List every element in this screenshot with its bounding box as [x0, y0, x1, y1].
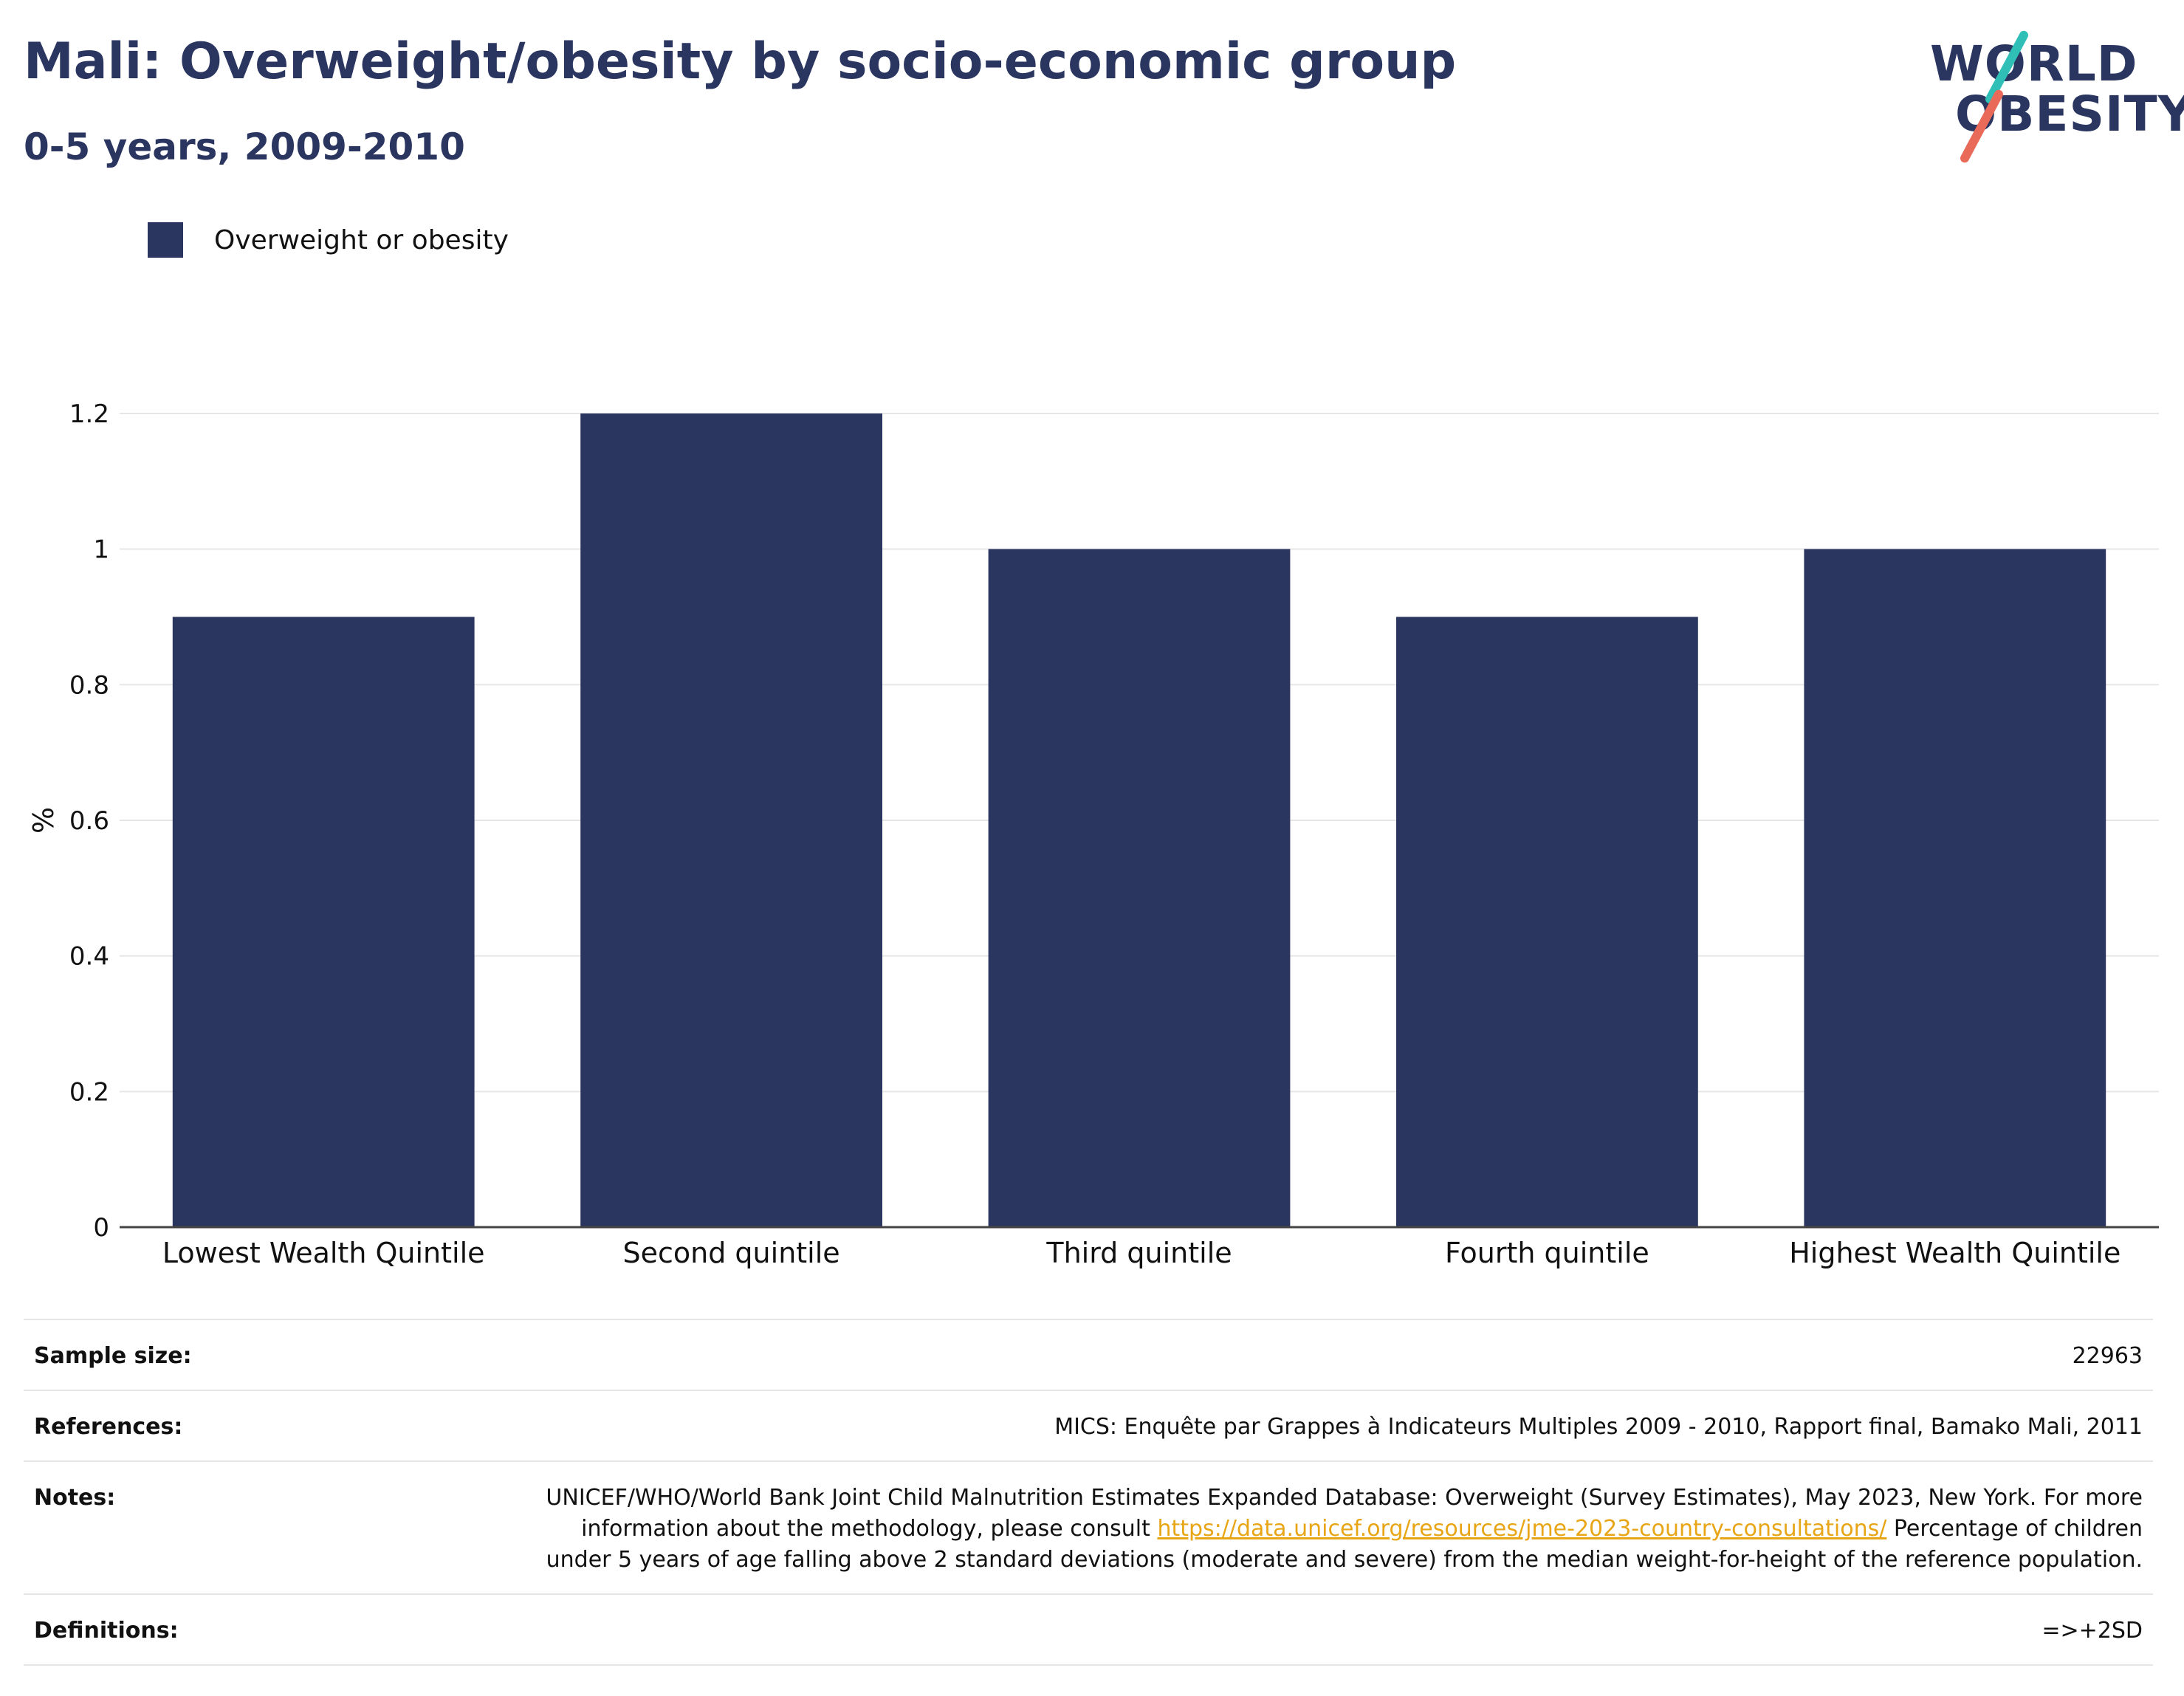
sample-size-label: Sample size:	[34, 1343, 192, 1369]
notes-label: Notes:	[34, 1485, 116, 1511]
bars	[172, 413, 2106, 1228]
notes-text-1: UNICEF/WHO/World Bank Joint Child Malnut…	[546, 1485, 2143, 1542]
notes-text-2: Percentage of children under 5 years of …	[546, 1516, 2143, 1573]
info-table: Sample size: 22963 References: MICS: Enq…	[24, 1319, 2153, 1666]
chart-subtitle: 0-5 years, 2009-2010	[24, 126, 465, 168]
references-label: References:	[34, 1414, 183, 1440]
definitions-label: Definitions:	[34, 1618, 179, 1644]
axes: 0 0.2 0.4 0.6 0.8 1 1.2 Lowest Wealth Quintile S…	[27, 399, 2159, 1269]
methodology-link[interactable]: https://data.unicef.org/resources/jme-20…	[1157, 1516, 1887, 1542]
definitions-value: =>+2SD	[2042, 1618, 2143, 1644]
bar[interactable]	[172, 617, 475, 1228]
y-tick-label: 1.2	[69, 399, 109, 429]
y-axis-label: %	[27, 807, 60, 834]
y-tick-label: 1	[93, 535, 109, 565]
y-tick-label: 0.2	[69, 1077, 109, 1107]
legend-label: Overweight or obesity	[214, 224, 509, 255]
legend-swatch-icon	[148, 222, 183, 258]
x-tick-label: Third quintile	[1045, 1237, 1232, 1269]
bar[interactable]	[1804, 549, 2106, 1227]
logo-word-world: WORLD	[1930, 35, 2138, 92]
x-tick-label: Highest Wealth Quintile	[1789, 1237, 2121, 1269]
y-tick-label: 0.6	[69, 806, 109, 836]
chart-title: Mali: Overweight/obesity by socio-econom…	[24, 32, 1457, 91]
x-tick-label: Lowest Wealth Quintile	[162, 1237, 485, 1269]
bar-chart: 0 0.2 0.4 0.6 0.8 1 1.2 Lowest Wealth Quintile S…	[27, 399, 2159, 1269]
references-value: MICS: Enquête par Grappes à Indicateurs …	[1054, 1414, 2143, 1440]
y-tick-label: 0.8	[69, 670, 109, 700]
bar[interactable]	[580, 413, 882, 1227]
y-tick-label: 0.4	[69, 942, 109, 972]
sample-size-value: 22963	[2072, 1343, 2143, 1369]
chart-legend[interactable]: Overweight or obesity	[148, 222, 509, 258]
bar[interactable]	[1396, 617, 1698, 1228]
info-row-sample-size: Sample size: 22963	[24, 1319, 2153, 1390]
info-row-references: References: MICS: Enquête par Grappes à …	[24, 1390, 2153, 1460]
world-obesity-logo: WORLD OBESITY	[1920, 22, 2184, 165]
notes-value: UNICEF/WHO/World Bank Joint Child Malnut…	[518, 1483, 2143, 1576]
bar[interactable]	[988, 549, 1291, 1227]
info-row-definitions: Definitions: =>+2SD	[24, 1593, 2153, 1666]
info-row-notes: Notes: UNICEF/WHO/World Bank Joint Child…	[24, 1460, 2153, 1593]
y-tick-label: 0	[93, 1213, 109, 1243]
x-tick-label: Fourth quintile	[1445, 1237, 1649, 1269]
x-tick-label: Second quintile	[623, 1237, 840, 1269]
